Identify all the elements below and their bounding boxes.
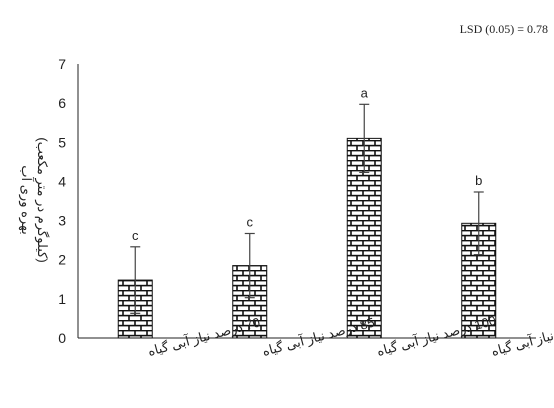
error-bars	[130, 103, 484, 314]
significance-letter: b	[475, 173, 482, 188]
y-tick-label: 1	[58, 291, 66, 307]
y-tick-label: 4	[58, 173, 66, 189]
lsd-annotation: LSD (0.05) = 0.78	[460, 22, 548, 36]
category-label: 125 درصد نیاز آبی گیاه	[489, 312, 554, 360]
y-tick-label: 0	[58, 330, 66, 346]
y-tick-label: 2	[58, 252, 66, 268]
y-tick-label: 6	[58, 95, 66, 111]
significance-letter: c	[247, 214, 254, 229]
y-axis-title: بهره وری آب (کیلوگرم در متر مکعب)	[18, 137, 50, 262]
significance-letters: c c a b	[132, 85, 482, 242]
y-tick-label: 5	[58, 134, 66, 150]
significance-letter: a	[361, 85, 369, 100]
y-tick-labels: 0 1 2 3 4 5 6 7	[58, 56, 66, 346]
y-axis-title-line-1: بهره وری آب	[18, 165, 35, 234]
bars	[117, 137, 497, 339]
y-tick-label: 7	[58, 56, 66, 72]
y-axis-title-line-2: (کیلوگرم در متر مکعب)	[34, 137, 50, 262]
significance-letter: c	[132, 228, 139, 243]
y-tick-label: 3	[58, 213, 66, 229]
